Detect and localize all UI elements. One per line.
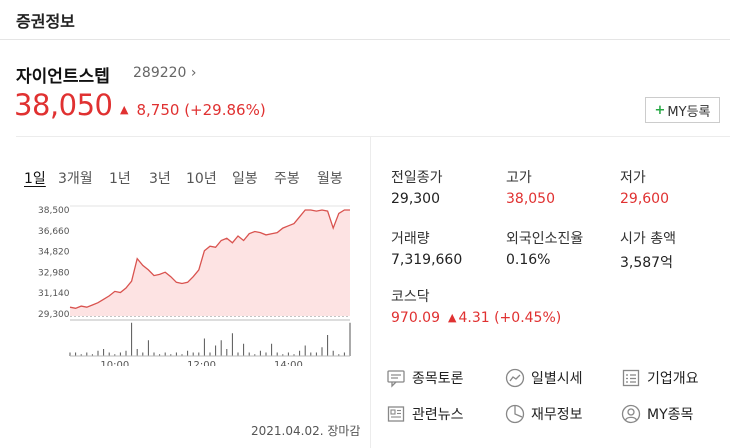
stock-code-link[interactable]: 289220 › [133,65,197,81]
y-tick-label: 29,300 [38,310,70,320]
y-tick-label: 31,140 [38,289,70,299]
info-market-cap: 시가 총액 3,587억 [620,228,676,272]
x-tick-label: 14:00 [274,360,303,366]
low-value: 29,600 [620,191,669,207]
up-triangle-icon: ▲ [120,103,129,116]
tab-1day[interactable]: 1일 [24,171,46,187]
link-company-overview-label: 기업개요 [647,371,699,387]
info-high: 고가 38,050 [506,167,555,207]
tab-daily[interactable]: 일봉 [232,171,258,187]
document-list-icon [622,369,640,387]
user-icon [621,404,641,424]
y-tick-label: 36,660 [38,227,70,237]
link-my-stocks-label: MY종목 [647,407,694,423]
link-financials[interactable]: 재무정보 [505,404,583,424]
tab-3years[interactable]: 3년 [149,171,171,187]
tab-10years[interactable]: 10년 [186,171,217,187]
tab-3months[interactable]: 3개월 [58,171,93,187]
up-triangle-icon: ▲ [448,311,457,324]
info-volume: 거래량 7,319,660 [391,228,462,268]
section-title: 증권정보 [16,12,75,31]
pie-chart-icon [505,404,525,424]
prev-close-label: 전일종가 [391,170,443,186]
link-daily-price[interactable]: 일별시세 [505,368,583,388]
link-financials-label: 재무정보 [531,407,583,423]
volume-value: 7,319,660 [391,252,463,268]
market-cap-label: 시가 총액 [620,231,676,247]
low-label: 저가 [620,170,646,186]
divider [16,136,730,137]
info-kosdaq: 코스닥 970.09 ▲ 4.31 (+0.45%) [391,286,561,326]
price-line [69,209,350,309]
current-price: 38,050 [14,88,113,122]
tab-weekly[interactable]: 주봉 [274,171,300,187]
y-tick-label: 32,980 [38,268,70,278]
link-discussion-label: 종목토론 [412,371,464,387]
link-company-overview[interactable]: 기업개요 [621,368,699,388]
link-my-stocks[interactable]: MY종목 [621,404,693,424]
high-label: 고가 [506,170,532,186]
y-tick-label: 34,820 [38,248,70,258]
tab-1year[interactable]: 1년 [109,171,131,187]
kosdaq-value: 970.09 [391,310,440,326]
price-area [70,210,350,316]
link-daily-price-label: 일별시세 [531,371,583,387]
prev-close-value: 29,300 [391,191,440,207]
kosdaq-change: 4.31 (+0.45%) [458,310,562,326]
market-cap-value: 3,587억 [620,255,673,271]
y-tick-label: 38,500 [38,206,70,216]
link-discussion[interactable]: 종목토론 [386,368,464,388]
kosdaq-value-row: 970.09 ▲ 4.31 (+0.45%) [391,310,561,326]
x-tick-label: 12:00 [187,360,216,366]
change-amount: 8,750 [136,101,180,119]
kosdaq-label: 코스닥 [391,289,430,305]
foreign-ratio-value: 0.16% [506,252,551,268]
tab-monthly[interactable]: 월봉 [317,171,343,187]
link-related-news-label: 관련뉴스 [412,407,464,423]
divider-vertical [370,137,371,448]
change-percent: (+29.86%) [184,101,266,119]
price-change: ▲ 8,750 (+29.86%) [120,101,266,119]
newspaper-icon [387,406,405,422]
plus-icon: + [654,102,666,118]
my-register-button[interactable]: + MY등록 [645,97,720,123]
foreign-ratio-label: 외국인소진율 [506,231,584,247]
intraday-chart[interactable]: 38,500 36,660 34,820 32,980 31,140 29,300 10:0… [10,196,362,366]
x-tick-label: 10:00 [100,360,129,366]
chat-icon [387,370,405,388]
info-prev-close: 전일종가 29,300 [391,167,443,207]
info-low: 저가 29,600 [620,167,669,207]
section-header: 증권정보 [0,0,730,40]
link-related-news[interactable]: 관련뉴스 [386,404,464,424]
info-foreign-ratio: 외국인소진율 0.16% [506,228,583,268]
chart-footnote: 2021.04.02. 장마감 [251,424,361,438]
volume-label: 거래량 [391,231,430,247]
my-register-label: MY등록 [667,104,711,120]
stock-name[interactable]: 자이언트스텝 [16,67,110,87]
high-value: 38,050 [506,191,555,207]
trend-icon [505,368,525,388]
